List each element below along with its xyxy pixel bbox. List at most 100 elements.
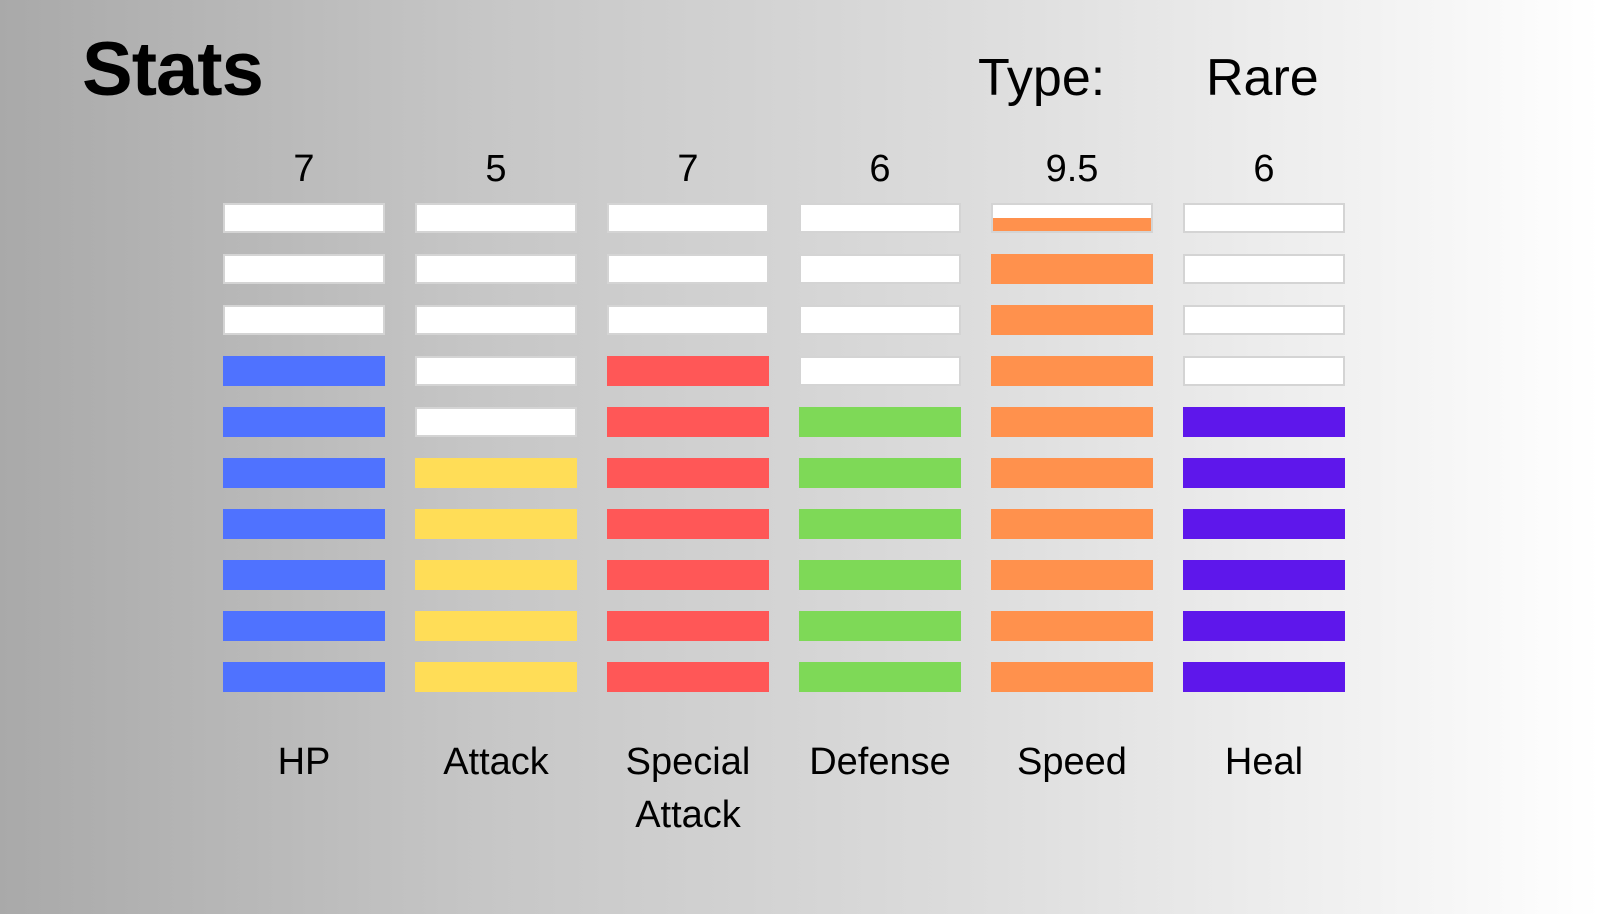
- stat-bar-fill: [993, 256, 1151, 282]
- stat-bar-segment: [1183, 407, 1345, 437]
- stat-bar-segment: [415, 611, 577, 641]
- stat-bar-fill: [225, 664, 383, 690]
- stat-column-attack: 5 Attack: [415, 0, 577, 914]
- stat-bar-fill: [801, 613, 959, 639]
- stat-value-attack: 5: [485, 148, 507, 190]
- stat-bar-segment: [1183, 662, 1345, 692]
- stat-bar-segment: [799, 662, 961, 692]
- stat-bar-fill: [417, 562, 575, 588]
- stat-bar-segment: [991, 254, 1153, 284]
- stat-bar-segment: [607, 509, 769, 539]
- stat-bar-segment: [991, 458, 1153, 488]
- stat-bar-segment: [415, 203, 577, 233]
- stat-bar-segment: [607, 305, 769, 335]
- stat-bar-segment: [415, 509, 577, 539]
- stat-bar-fill: [417, 460, 575, 486]
- stat-bar-segment: [415, 356, 577, 386]
- stat-bar-segment: [1183, 305, 1345, 335]
- stat-bar-segment: [799, 560, 961, 590]
- stat-bar-fill: [993, 460, 1151, 486]
- stat-bar-segment: [799, 305, 961, 335]
- stat-bar-segment: [223, 509, 385, 539]
- stat-bar-segment: [415, 254, 577, 284]
- stat-bar-segment: [607, 611, 769, 641]
- stat-bar-fill: [993, 511, 1151, 537]
- stat-bar-fill: [993, 562, 1151, 588]
- stat-bar-segment: [223, 254, 385, 284]
- stat-column-hp: 7 HP: [223, 0, 385, 914]
- stat-bar-fill: [801, 409, 959, 435]
- stat-bar-segment: [799, 254, 961, 284]
- stat-bar-segment: [991, 305, 1153, 335]
- stat-bar-segment: [1183, 254, 1345, 284]
- stat-bar-segment: [1183, 458, 1345, 488]
- stat-bar-fill: [1185, 613, 1343, 639]
- stat-bar-fill: [1185, 511, 1343, 537]
- stat-label-speed: Speed: [1017, 741, 1127, 783]
- stat-bar-fill: [609, 409, 767, 435]
- stat-bar-fill: [225, 409, 383, 435]
- stat-column-speed: 9.5 Speed: [991, 0, 1153, 914]
- stat-bar-segment: [607, 254, 769, 284]
- stat-bar-fill: [609, 562, 767, 588]
- stat-bar-segment: [415, 458, 577, 488]
- stat-bar-segment: [1183, 509, 1345, 539]
- stat-value-heal: 6: [1253, 148, 1275, 190]
- stat-bar-fill: [225, 613, 383, 639]
- stat-bar-segment: [223, 560, 385, 590]
- stat-bar-fill: [609, 511, 767, 537]
- stat-bar-segment: [991, 203, 1153, 233]
- stat-bar-segment: [799, 356, 961, 386]
- stat-label-hp: HP: [277, 741, 331, 783]
- type-label: Type:: [978, 49, 1106, 107]
- stat-bar-fill: [993, 218, 1151, 231]
- stat-bar-fill: [993, 409, 1151, 435]
- stat-label-defense: Defense: [809, 741, 951, 783]
- stat-column-special-attack: 7 Special Attack: [607, 0, 769, 914]
- stat-bar-fill: [225, 562, 383, 588]
- stat-bar-segment: [415, 407, 577, 437]
- stat-label-attack: Attack: [443, 741, 549, 783]
- stat-bar-segment: [799, 407, 961, 437]
- stat-bar-fill: [609, 664, 767, 690]
- stat-bar-segment: [1183, 611, 1345, 641]
- stat-bar-fill: [801, 460, 959, 486]
- stat-bar-segment: [607, 203, 769, 233]
- stat-bar-fill: [801, 511, 959, 537]
- stat-bar-fill: [1185, 562, 1343, 588]
- stat-bar-fill: [993, 613, 1151, 639]
- stat-bar-fill: [417, 664, 575, 690]
- stat-bar-fill: [1185, 664, 1343, 690]
- stat-bar-fill: [609, 460, 767, 486]
- stat-bar-segment: [607, 407, 769, 437]
- stat-bar-fill: [417, 511, 575, 537]
- stat-bar-segment: [223, 305, 385, 335]
- stat-bar-fill: [801, 562, 959, 588]
- type-value: Rare: [1206, 49, 1319, 107]
- stat-column-defense: 6 Defense: [799, 0, 961, 914]
- stat-bar-fill: [1185, 460, 1343, 486]
- stat-bar-segment: [799, 203, 961, 233]
- stat-bar-fill: [993, 664, 1151, 690]
- stat-bar-segment: [223, 458, 385, 488]
- stat-bar-fill: [609, 613, 767, 639]
- stat-bar-segment: [991, 356, 1153, 386]
- stat-bar-fill: [225, 358, 383, 384]
- stat-bar-segment: [607, 356, 769, 386]
- stat-bar-segment: [223, 407, 385, 437]
- stat-bar-segment: [1183, 356, 1345, 386]
- stat-bar-segment: [607, 560, 769, 590]
- stat-value-speed: 9.5: [1045, 148, 1099, 190]
- stats-title: Stats: [82, 27, 264, 112]
- stat-bar-segment: [799, 458, 961, 488]
- stat-bar-segment: [223, 662, 385, 692]
- stat-bar-segment: [1183, 560, 1345, 590]
- stat-bar-fill: [225, 511, 383, 537]
- stat-value-defense: 6: [869, 148, 891, 190]
- stat-bar-segment: [415, 662, 577, 692]
- stat-bar-segment: [991, 611, 1153, 641]
- stat-label-special-attack: Special Attack: [625, 741, 751, 836]
- stat-bar-segment: [415, 305, 577, 335]
- stat-bar-fill: [609, 358, 767, 384]
- stat-bar-segment: [991, 407, 1153, 437]
